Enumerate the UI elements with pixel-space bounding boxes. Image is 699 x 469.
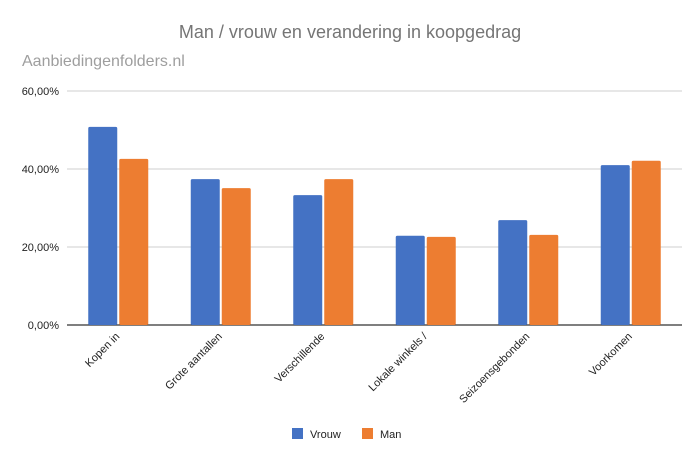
legend-label-man: Man bbox=[380, 429, 401, 441]
x-tick-label: Kopen in bbox=[83, 331, 122, 370]
bar-vrouw bbox=[88, 126, 118, 325]
bar-man bbox=[324, 179, 354, 325]
bar-man bbox=[631, 160, 661, 325]
bar-man bbox=[426, 236, 456, 325]
bar-vrouw bbox=[600, 165, 630, 325]
x-tick-label: Seizoensgebonden bbox=[457, 331, 532, 406]
x-tick-label: Grote aantallen bbox=[163, 331, 225, 393]
y-tick-label: 60,00% bbox=[22, 86, 60, 98]
legend-swatch-vrouw bbox=[292, 428, 303, 439]
legend: Vrouw Man bbox=[292, 428, 401, 441]
bar-vrouw bbox=[498, 220, 528, 325]
x-tick-label: Voorkomen bbox=[587, 331, 635, 379]
y-tick-label: 40,00% bbox=[22, 164, 60, 176]
y-tick-label: 0,00% bbox=[28, 320, 59, 332]
legend-label-vrouw: Vrouw bbox=[310, 429, 341, 441]
x-tick-label: Verschillende bbox=[273, 331, 328, 386]
chart-title: Man / vrouw en verandering in koopgedrag bbox=[179, 22, 521, 42]
legend-swatch-man bbox=[362, 428, 373, 439]
bar-man bbox=[119, 158, 149, 325]
bar-man bbox=[221, 188, 251, 325]
bar-vrouw bbox=[395, 235, 425, 325]
y-tick-label: 20,00% bbox=[22, 242, 60, 254]
x-tick-label: Lokale winkels / bbox=[366, 330, 430, 394]
watermark: Aanbiedingenfolders.nl bbox=[22, 53, 185, 70]
bar-vrouw bbox=[293, 195, 323, 325]
bar-vrouw bbox=[190, 179, 220, 325]
bar-man bbox=[529, 234, 559, 325]
